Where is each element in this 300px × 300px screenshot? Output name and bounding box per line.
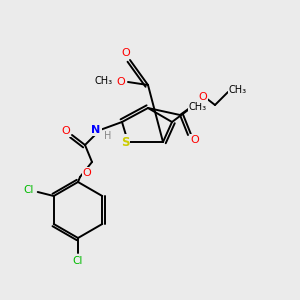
Text: CH₃: CH₃	[189, 102, 207, 112]
Text: H: H	[104, 131, 112, 141]
Text: CH₃: CH₃	[95, 76, 113, 86]
Text: Cl: Cl	[73, 256, 83, 266]
Text: S: S	[121, 136, 129, 148]
Text: CH₃: CH₃	[229, 85, 247, 95]
Text: N: N	[92, 125, 100, 135]
Text: Cl: Cl	[24, 185, 34, 195]
Text: O: O	[199, 92, 207, 102]
Text: O: O	[61, 126, 70, 136]
Text: O: O	[117, 77, 125, 87]
Text: O: O	[122, 48, 130, 58]
Text: O: O	[82, 168, 91, 178]
Text: O: O	[190, 135, 200, 145]
